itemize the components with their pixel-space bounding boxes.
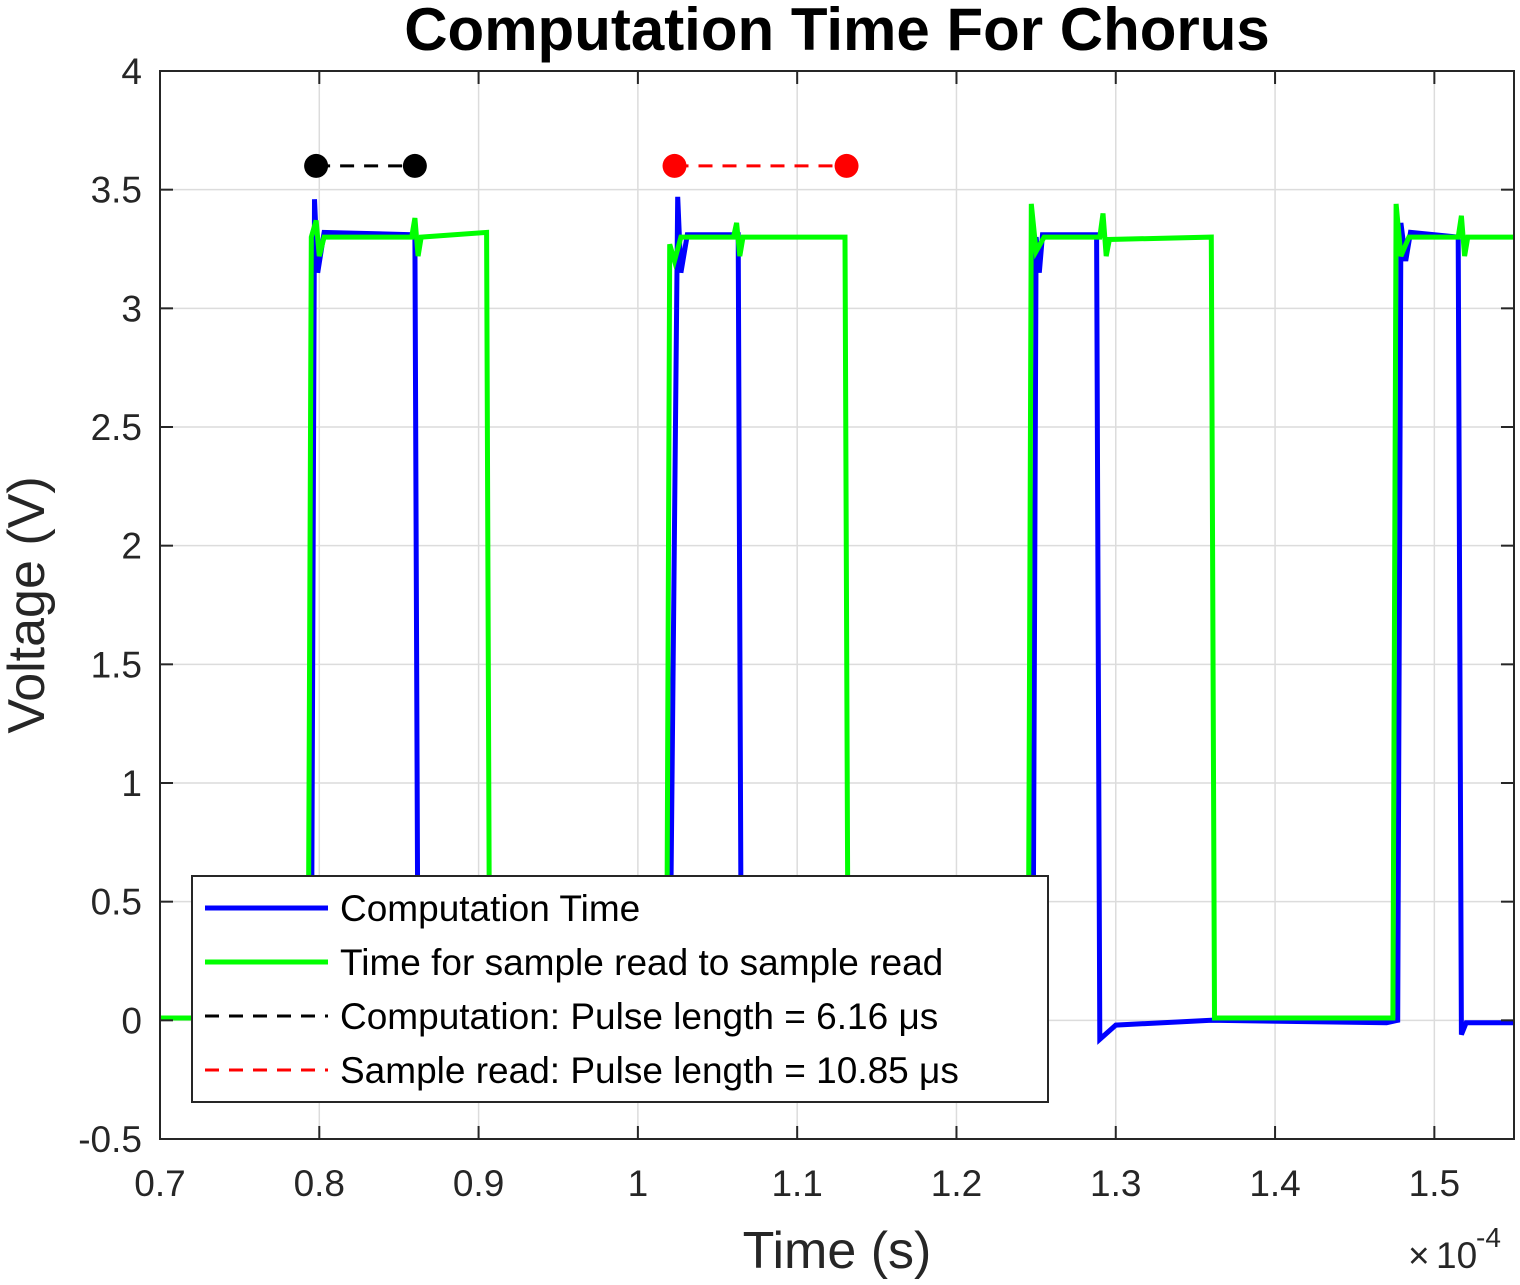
series-marker (304, 153, 329, 178)
plot-frame (159, 70, 1515, 1140)
series-0 (160, 196, 1514, 1045)
legend-entry-label: Computation: Pulse length = 6.16 μs (340, 996, 938, 1037)
x-tick-label: 1 (628, 1163, 649, 1204)
x-tick-label: 1.3 (1090, 1163, 1141, 1204)
chart-title: Computation Time For Chorus (404, 0, 1270, 63)
x-multiplier: × 10 -4 (1408, 1222, 1501, 1276)
legend-entry-label: Computation Time (340, 888, 640, 929)
series-marker (662, 153, 687, 178)
x-multiplier-base: 10 (1436, 1235, 1477, 1276)
x-tick-label: 0.8 (294, 1163, 345, 1204)
x-tick-label: 1.4 (1249, 1163, 1300, 1204)
x-axis-label: Time (s) (743, 1222, 932, 1280)
x-tick-label: 0.7 (134, 1163, 185, 1204)
y-tick-label: 2.5 (91, 407, 142, 448)
x-tick-label: 1.1 (771, 1163, 822, 1204)
series-marker (402, 153, 427, 178)
series-marker (834, 153, 859, 178)
legend: Computation Time Time for sample read to … (191, 875, 1049, 1103)
series-group (160, 153, 1514, 1045)
y-tick-label: 4 (121, 51, 142, 92)
y-tick-label: -0.5 (78, 1119, 142, 1160)
series-line (160, 203, 1514, 1021)
y-tick-label: 1.5 (91, 644, 142, 685)
ticks: 0.7 0.8 0.9 1 1.1 1.2 1.3 1.4 1.5 -0.5 0 0.5 1 1.5 2 2.… (78, 51, 1514, 1204)
x-multiplier-times: × (1408, 1235, 1430, 1276)
y-tick-label: 3 (121, 288, 142, 329)
y-tick-label: 2 (121, 526, 142, 567)
x-tick-label: 0.9 (453, 1163, 504, 1204)
legend-box (191, 875, 1049, 1103)
x-tick-label: 1.2 (931, 1163, 982, 1204)
series-2 (304, 153, 427, 178)
y-axis-label: Voltage (V) (0, 476, 56, 733)
series-1 (160, 203, 1514, 1021)
series-3 (662, 153, 859, 178)
legend-entry-label: Sample read: Pulse length = 10.85 μs (340, 1050, 959, 1091)
y-tick-label: 0.5 (91, 882, 142, 923)
series-line (160, 196, 1514, 1045)
legend-entry-label: Time for sample read to sample read (340, 942, 943, 983)
x-tick-label: 1.5 (1409, 1163, 1460, 1204)
x-multiplier-exponent: -4 (1476, 1222, 1501, 1253)
y-tick-label: 0 (121, 1000, 142, 1041)
y-tick-label: 3.5 (91, 170, 142, 211)
y-tick-label: 1 (121, 763, 142, 804)
